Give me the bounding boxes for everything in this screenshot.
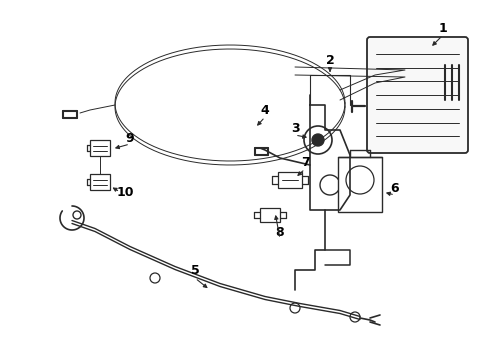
Bar bbox=[90, 174, 110, 190]
FancyBboxPatch shape bbox=[366, 37, 467, 153]
Text: 6: 6 bbox=[390, 181, 399, 194]
Text: 1: 1 bbox=[438, 22, 447, 35]
Text: 5: 5 bbox=[190, 264, 199, 276]
Text: 10: 10 bbox=[116, 185, 134, 198]
Text: 4: 4 bbox=[260, 104, 269, 117]
Bar bbox=[278, 172, 302, 188]
Text: 8: 8 bbox=[275, 225, 284, 239]
Bar bbox=[90, 140, 110, 156]
Text: 7: 7 bbox=[300, 156, 309, 168]
Bar bbox=[260, 208, 280, 222]
Circle shape bbox=[311, 134, 324, 146]
Text: 9: 9 bbox=[125, 131, 134, 144]
Text: 3: 3 bbox=[290, 122, 299, 135]
Text: 2: 2 bbox=[325, 54, 334, 67]
FancyBboxPatch shape bbox=[337, 157, 381, 212]
